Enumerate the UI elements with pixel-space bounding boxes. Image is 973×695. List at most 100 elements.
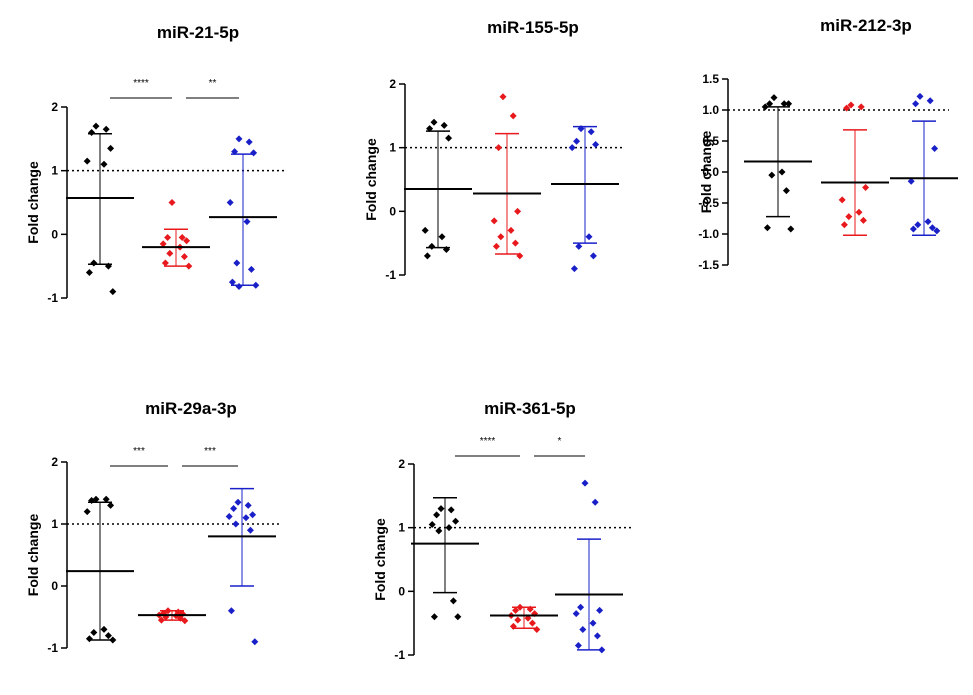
data-point xyxy=(107,144,115,152)
data-point xyxy=(233,259,241,267)
data-point xyxy=(591,498,599,506)
data-point xyxy=(449,597,457,605)
data-point xyxy=(250,149,258,157)
y-tick-label: 0.5 xyxy=(702,134,719,148)
data-point xyxy=(577,603,585,611)
chart-title: miR-212-3p xyxy=(820,16,912,35)
y-tick-label: 2 xyxy=(398,457,405,471)
data-point xyxy=(778,168,786,176)
y-tick-label: 0.0 xyxy=(702,165,719,179)
data-point xyxy=(161,259,169,267)
data-point xyxy=(100,625,108,633)
data-point xyxy=(579,626,587,634)
chart-title: miR-21-5p xyxy=(157,23,239,42)
data-point xyxy=(492,242,500,250)
group-1 xyxy=(411,496,479,621)
y-tick-label: -0.5 xyxy=(698,196,719,210)
data-point xyxy=(445,134,453,142)
data-point xyxy=(181,617,189,625)
data-point xyxy=(442,246,450,254)
data-point xyxy=(88,496,96,504)
data-point xyxy=(247,265,255,273)
data-point xyxy=(855,208,863,216)
y-tick-label: 2 xyxy=(389,77,396,91)
y-axis-label: Fold change xyxy=(363,138,379,221)
data-point xyxy=(589,252,597,260)
data-point xyxy=(232,520,240,528)
data-point xyxy=(572,610,580,618)
data-point xyxy=(235,135,243,143)
y-tick-label: 1.0 xyxy=(702,103,719,117)
data-point xyxy=(931,144,939,152)
data-point xyxy=(104,632,112,640)
data-point xyxy=(596,606,604,614)
data-point xyxy=(926,97,934,105)
y-tick-label: 0 xyxy=(51,579,58,593)
data-point xyxy=(249,511,257,519)
significance-label: *** xyxy=(133,446,145,457)
data-point xyxy=(421,226,429,234)
data-point xyxy=(573,137,581,145)
data-point xyxy=(593,632,601,640)
data-point xyxy=(428,520,436,528)
data-point xyxy=(447,506,455,514)
data-point xyxy=(438,233,446,241)
data-point xyxy=(907,177,915,185)
data-point xyxy=(526,605,534,613)
data-point xyxy=(587,128,595,136)
y-tick-label: 0 xyxy=(389,204,396,218)
data-point xyxy=(840,221,848,229)
data-point xyxy=(770,94,778,102)
chart-panel-4: miR-29a-3p Fold change -1 0 1 2 *** *** xyxy=(25,399,279,655)
group-1 xyxy=(66,495,134,644)
data-point xyxy=(226,199,234,206)
data-point xyxy=(862,184,870,191)
data-point xyxy=(568,144,576,152)
data-point xyxy=(440,121,448,129)
data-point xyxy=(235,283,243,291)
data-point xyxy=(787,225,795,233)
data-point xyxy=(516,252,524,260)
data-point xyxy=(912,100,920,108)
data-point xyxy=(761,103,769,111)
data-point xyxy=(159,240,167,248)
data-point xyxy=(859,216,867,224)
group-1 xyxy=(404,118,472,260)
chart-title: miR-155-5p xyxy=(487,18,579,37)
y-tick-label: 1 xyxy=(51,164,58,178)
group-1 xyxy=(744,94,812,233)
data-point xyxy=(426,125,434,133)
group-2 xyxy=(138,607,206,625)
y-axis-label: Fold change xyxy=(372,518,388,601)
y-tick-label: -1 xyxy=(47,641,58,655)
data-point xyxy=(243,218,251,226)
data-point xyxy=(435,527,443,535)
data-point xyxy=(914,221,922,229)
data-point xyxy=(598,646,606,654)
data-point xyxy=(928,224,936,232)
data-point xyxy=(437,505,445,513)
data-point xyxy=(533,626,541,634)
chart-panel-3: miR-212-3p Fold change -1.5 -1.0 -0.5 0.0 0.5 1… xyxy=(698,16,958,272)
data-point xyxy=(766,100,774,108)
group-2 xyxy=(490,603,558,634)
data-point xyxy=(90,259,98,267)
significance-label: * xyxy=(558,436,562,447)
data-point xyxy=(164,234,172,242)
y-tick-label: 0 xyxy=(51,227,58,241)
y-tick-label: 2 xyxy=(51,100,58,114)
data-point xyxy=(847,101,855,109)
data-point xyxy=(227,607,235,615)
y-tick-label: -1.0 xyxy=(698,227,719,241)
y-tick-label: -1 xyxy=(47,291,58,305)
data-point xyxy=(242,514,250,522)
data-point xyxy=(433,511,441,519)
y-axis-label: Fold change xyxy=(25,161,41,244)
data-point xyxy=(246,526,254,534)
group-3 xyxy=(890,92,958,236)
data-point xyxy=(225,513,233,521)
y-tick-label: 1 xyxy=(389,141,396,155)
data-point xyxy=(499,93,507,101)
data-point xyxy=(109,288,117,296)
data-point xyxy=(228,278,236,286)
